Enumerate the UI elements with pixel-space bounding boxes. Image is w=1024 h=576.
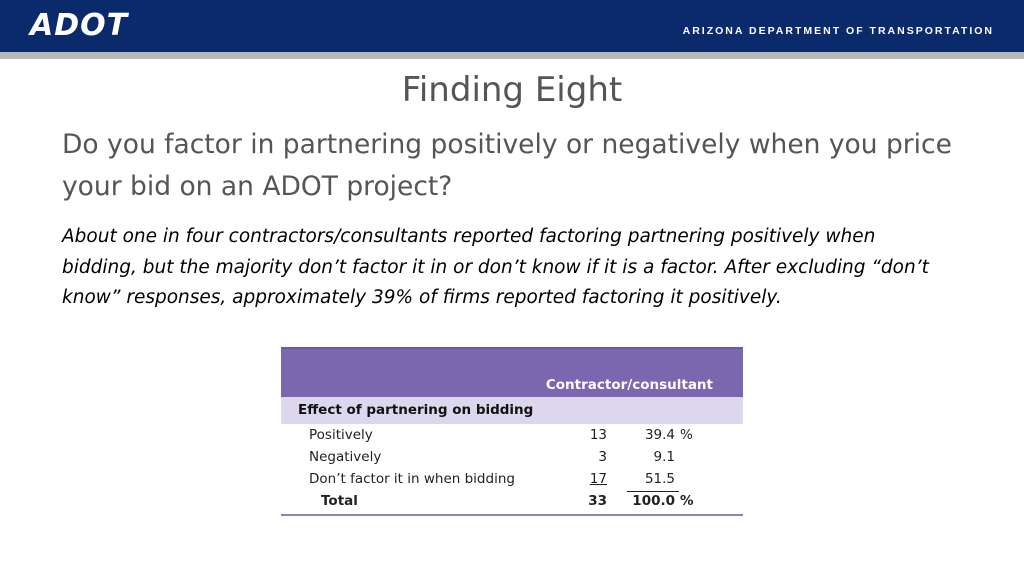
table-total-row: Total 33 100.0 % xyxy=(281,491,743,513)
table-row: Negatively 3 9.1 xyxy=(281,447,743,469)
header-stripe xyxy=(0,52,1024,59)
results-table: Contractor/consultant Effect of partneri… xyxy=(281,347,743,516)
table-section-header: Effect of partnering on bidding xyxy=(281,397,743,424)
total-count: 33 xyxy=(588,493,607,509)
header-bar: ADOT ARIZONA DEPARTMENT OF TRANSPORTATIO… xyxy=(0,0,1024,52)
total-rule xyxy=(627,491,679,492)
total-label: Total xyxy=(321,493,358,509)
org-name: ARIZONA DEPARTMENT OF TRANSPORTATION xyxy=(682,25,994,37)
row-percent: 51.5 xyxy=(644,471,675,487)
table-column-header: Contractor/consultant xyxy=(281,347,743,399)
row-count: 13 xyxy=(589,427,607,443)
column-header-label: Contractor/consultant xyxy=(545,377,713,393)
adot-logo: ADOT xyxy=(30,8,129,43)
row-label: Positively xyxy=(309,427,373,443)
slide-question: Do you factor in partnering positively o… xyxy=(62,129,952,202)
row-percent: 9.1 xyxy=(653,449,675,465)
table-row: Positively 13 39.4 % xyxy=(281,425,743,447)
slide-summary: About one in four contractors/consultant… xyxy=(62,226,929,308)
row-percent: 39.4 xyxy=(644,427,675,443)
row-count: 17 xyxy=(589,471,607,487)
slide-title: Finding Eight xyxy=(401,70,623,110)
row-label: Don’t factor it in when bidding xyxy=(309,471,515,487)
row-unit: % xyxy=(680,427,693,443)
section-header-label: Effect of partnering on bidding xyxy=(298,402,534,418)
row-count: 3 xyxy=(598,449,607,465)
table-row: Don’t factor it in when bidding 17 51.5 xyxy=(281,469,743,491)
total-unit: % xyxy=(680,493,694,509)
total-percent: 100.0 xyxy=(632,493,675,509)
row-label: Negatively xyxy=(309,449,382,465)
